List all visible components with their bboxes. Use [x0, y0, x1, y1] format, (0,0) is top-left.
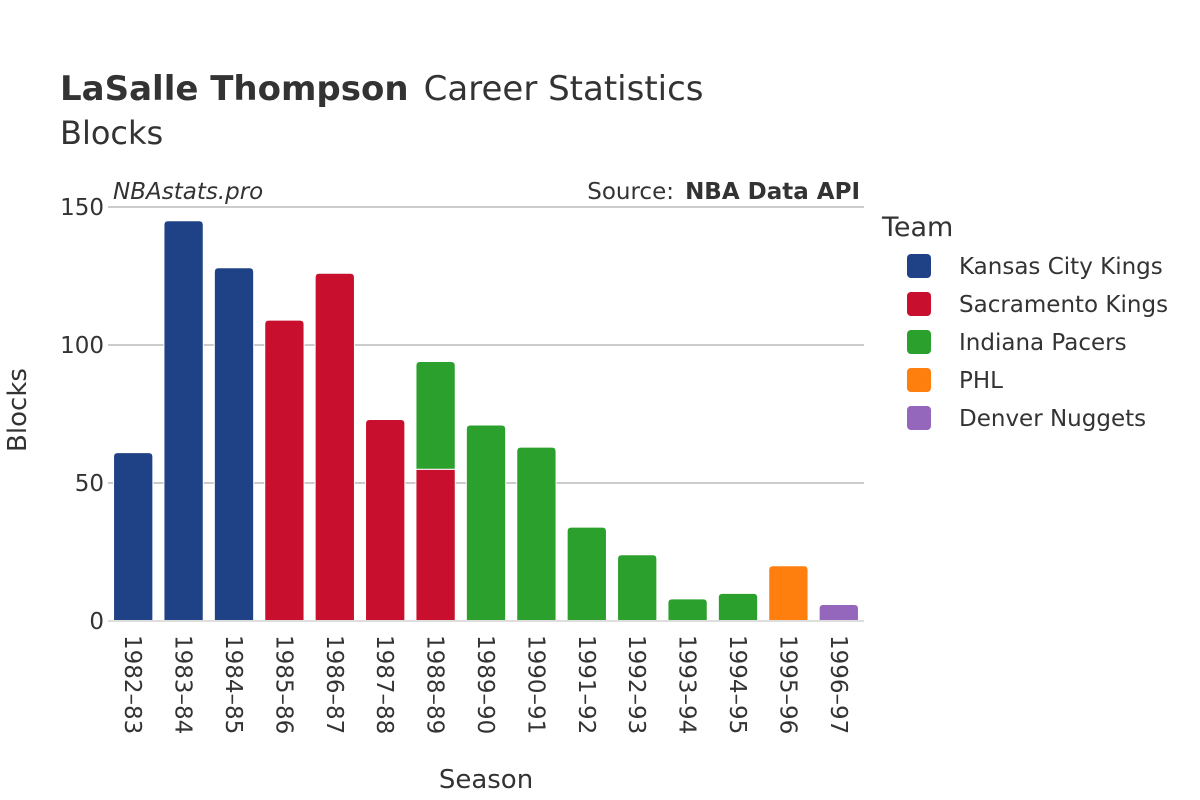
x-tick-label: 1990–91 [522, 635, 548, 734]
bar-kansas-city-kings-1982–83 [113, 452, 154, 622]
x-tick-label: 1993–94 [674, 635, 700, 734]
legend-swatch [907, 254, 931, 278]
chart-title-suffix: Career Statistics [424, 69, 704, 109]
bar-phl-1995–96 [768, 565, 809, 622]
x-tick-label: 1984–85 [220, 635, 246, 734]
bar-sacramento-kings-1988–89 [415, 468, 456, 622]
x-axis-title: Season [439, 765, 533, 795]
x-tick-label: 1995–96 [774, 635, 800, 734]
bar-sacramento-kings-1985–86 [264, 319, 305, 622]
legend-swatch [907, 330, 931, 354]
legend-swatch [907, 406, 931, 430]
bar-indiana-pacers-1993–94 [667, 598, 708, 622]
y-axis-title: Blocks [3, 368, 33, 452]
bar-indiana-pacers-1989–90 [465, 424, 507, 622]
bars [113, 220, 859, 622]
x-tick-label: 1992–93 [623, 635, 649, 734]
bar-indiana-pacers-1990–91 [516, 446, 557, 622]
x-tick-label: 1985–86 [270, 635, 296, 734]
bar-indiana-pacers-1988–89 [415, 361, 456, 470]
bar-denver-nuggets-1996–97 [818, 603, 859, 622]
bar-indiana-pacers-1991–92 [566, 526, 607, 622]
legend-label: Denver Nuggets [959, 406, 1146, 432]
x-tick-label: 1994–95 [724, 635, 750, 734]
x-tick-label: 1983–84 [170, 635, 196, 734]
bar-kansas-city-kings-1983–84 [163, 220, 204, 622]
bar-kansas-city-kings-1984–85 [213, 267, 255, 622]
x-tick-label: 1991–92 [573, 635, 599, 734]
bar-indiana-pacers-1992–93 [617, 554, 658, 622]
x-tick-label: 1987–88 [371, 635, 397, 734]
legend-label: PHL [959, 368, 1003, 394]
legend-label: Sacramento Kings [959, 292, 1168, 318]
legend: Kansas City Kings Sacramento Kings Indiana… [907, 254, 1168, 432]
bar-sacramento-kings-1987–88 [365, 419, 406, 622]
source-value: NBA Data API [685, 179, 860, 205]
bar-sacramento-kings-1986–87 [314, 272, 355, 622]
bar-indiana-pacers-1994–95 [717, 592, 759, 622]
y-tick-label: 0 [89, 609, 104, 635]
legend-title: Team [881, 212, 953, 243]
x-tick-label: 1982–83 [119, 635, 145, 734]
legend-label: Indiana Pacers [959, 330, 1127, 356]
y-axis-ticks: 0 50 100 150 [60, 195, 104, 635]
source-credit: Source: NBA Data API [587, 179, 860, 205]
y-tick-label: 50 [75, 471, 104, 497]
x-tick-label: 1986–87 [321, 635, 347, 734]
legend-label: Kansas City Kings [959, 254, 1163, 280]
x-tick-label: 1988–89 [422, 635, 448, 734]
chart-title-player: LaSalle Thompson [60, 69, 409, 109]
source-label: Source: [587, 179, 674, 205]
chart-title: LaSalle Thompson Career Statistics [60, 69, 704, 109]
chart-subtitle: Blocks [60, 114, 163, 152]
watermark: NBAstats.pro [113, 179, 263, 205]
legend-swatch [907, 292, 931, 316]
y-tick-label: 150 [60, 195, 104, 221]
legend-swatch [907, 368, 931, 392]
x-tick-label: 1996–97 [825, 635, 851, 734]
x-axis-ticks: 1982–83 1983–84 1984–85 1985–86 1986–87 1987–… [119, 635, 851, 734]
y-tick-label: 100 [60, 333, 104, 359]
x-tick-label: 1989–90 [472, 635, 498, 734]
